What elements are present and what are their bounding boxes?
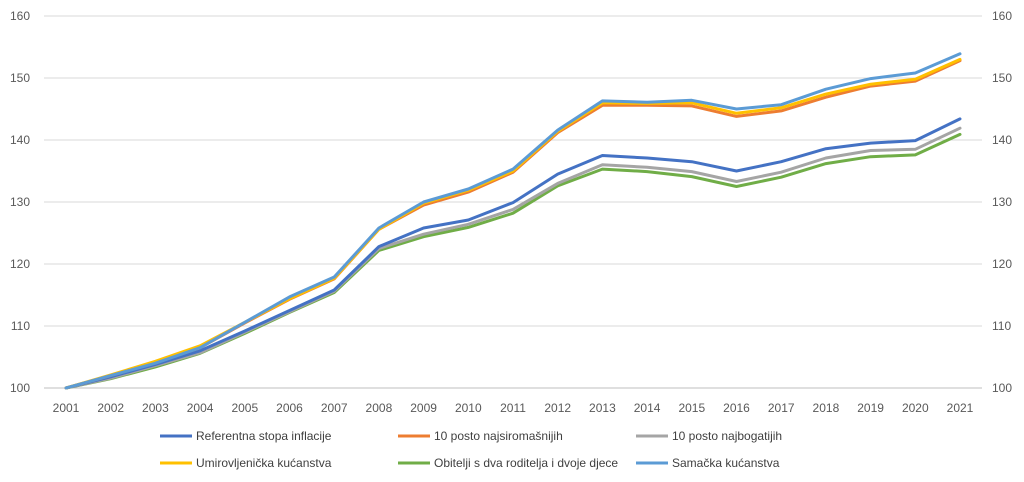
y-tick-label-right: 120: [992, 257, 1012, 271]
legend-label: Umirovljenička kućanstva: [196, 456, 332, 470]
y-tick-label-left: 120: [10, 257, 30, 271]
y-tick-label-left: 100: [10, 381, 30, 395]
x-tick-label: 2005: [231, 401, 258, 415]
x-axis: 2001 2002 2003 2004 2005 2006 2007 2008 2009 2010…: [53, 401, 974, 415]
series-line-2: [64, 126, 962, 390]
x-tick-label: 2017: [768, 401, 795, 415]
gridlines: [44, 15, 982, 389]
legend-label: Obitelji s dva roditelja i dvoje djece: [434, 456, 618, 470]
y-tick-label-right: 150: [992, 71, 1012, 85]
series-line-3: [64, 57, 962, 390]
x-tick-label: 2016: [723, 401, 750, 415]
x-tick-label: 2008: [366, 401, 393, 415]
legend-label: 10 posto najbogatijih: [672, 429, 782, 443]
x-tick-label: 2021: [947, 401, 974, 415]
x-tick-label: 2019: [857, 401, 884, 415]
y-tick-label-left: 140: [10, 133, 30, 147]
series-line-0: [64, 117, 962, 390]
series-lines: [64, 52, 962, 390]
x-tick-label: 2014: [634, 401, 661, 415]
y-axis-right: 100 110 120 130 140 150 160: [992, 9, 1012, 395]
legend: Referentna stopa inflacije 10 posto najsi…: [160, 429, 782, 470]
legend-label: Samačka kućanstva: [672, 456, 780, 470]
y-tick-label-right: 100: [992, 381, 1012, 395]
y-tick-label-right: 130: [992, 195, 1012, 209]
y-tick-label-right: 140: [992, 133, 1012, 147]
series-line-1: [64, 59, 962, 390]
x-tick-label: 2003: [142, 401, 169, 415]
x-tick-label: 2006: [276, 401, 303, 415]
legend-label: 10 posto najsiromašnijih: [434, 429, 563, 443]
x-tick-label: 2011: [500, 401, 526, 415]
x-tick-label: 2013: [589, 401, 616, 415]
y-axis-left: 100 110 120 130 140 150 160: [10, 9, 30, 395]
x-tick-label: 2018: [813, 401, 840, 415]
x-tick-label: 2015: [678, 401, 705, 415]
legend-label: Referentna stopa inflacije: [196, 429, 332, 443]
y-tick-label-right: 110: [992, 319, 1011, 333]
y-tick-label-left: 110: [11, 319, 30, 333]
y-tick-label-left: 150: [10, 71, 30, 85]
x-tick-label: 2004: [187, 401, 214, 415]
x-tick-label: 2009: [410, 401, 437, 415]
x-tick-label: 2010: [455, 401, 482, 415]
x-tick-label: 2020: [902, 401, 929, 415]
x-tick-label: 2002: [97, 401, 124, 415]
x-tick-label: 2007: [321, 401, 348, 415]
y-tick-label-right: 160: [992, 9, 1012, 23]
y-tick-label-left: 160: [10, 9, 30, 23]
x-tick-label: 2012: [544, 401, 571, 415]
y-tick-label-left: 130: [10, 195, 30, 209]
series-line-5: [64, 52, 962, 390]
x-tick-label: 2001: [53, 401, 80, 415]
